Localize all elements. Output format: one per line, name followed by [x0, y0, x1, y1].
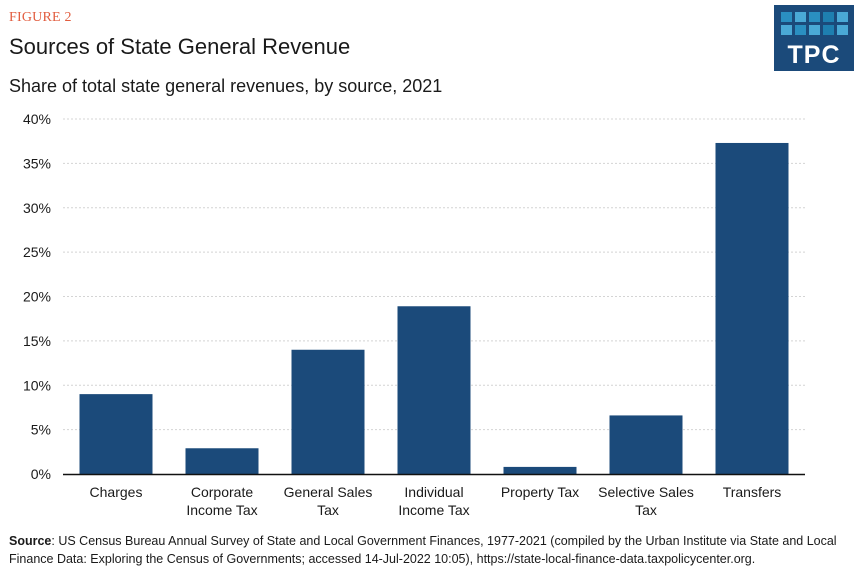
bar-chart: 0% 5% 10% 15% 20% 25% 30% 35% 40% Charges Corpora… [23, 111, 805, 518]
bar [609, 415, 683, 474]
logo-tile [837, 25, 848, 35]
y-tick-label: 30% [23, 200, 51, 216]
x-category-label: Selective Sales Tax [598, 484, 694, 518]
y-tick-label: 0% [31, 466, 51, 482]
tpc-logo: TPC [774, 5, 854, 71]
logo-tile [781, 25, 792, 35]
source-note: Source: US Census Bureau Annual Survey o… [9, 533, 844, 568]
bar [185, 448, 259, 474]
x-category-label: Transfers [723, 484, 782, 500]
bar [503, 466, 577, 474]
x-axis-labels: Charges Corporate Income Tax General Sales T… [90, 484, 782, 518]
bar [79, 394, 153, 474]
source-text: : US Census Bureau Annual Survey of Stat… [9, 534, 837, 566]
figure-label: FIGURE 2 [9, 10, 72, 25]
y-tick-label: 20% [23, 289, 51, 305]
logo-tile [837, 12, 848, 22]
x-category-label: General Sales Tax [284, 484, 373, 518]
source-label: Source [9, 534, 52, 548]
x-category-label: Charges [90, 484, 143, 500]
y-tick-label: 40% [23, 111, 51, 127]
logo-tile [795, 12, 806, 22]
y-tick-label: 5% [31, 422, 51, 438]
logo-text: TPC [787, 41, 841, 69]
logo-tile [823, 12, 834, 22]
logo-tile [809, 25, 820, 35]
bars [79, 142, 789, 474]
logo-tile [823, 25, 834, 35]
y-tick-label: 25% [23, 244, 51, 260]
x-category-label: Individual Income Tax [398, 484, 469, 518]
bar [291, 349, 365, 474]
y-tick-label: 15% [23, 333, 51, 349]
chart-subtitle: Share of total state general revenues, b… [9, 76, 443, 96]
logo-tile [809, 12, 820, 22]
logo-tile [795, 25, 806, 35]
bar [715, 142, 789, 474]
y-tick-label: 35% [23, 155, 51, 171]
bar [397, 306, 471, 474]
logo-tile-grid [781, 12, 848, 35]
chart-title: Sources of State General Revenue [9, 34, 351, 59]
x-category-label: Corporate Income Tax [186, 484, 257, 518]
logo-tile [781, 12, 792, 22]
x-category-label: Property Tax [501, 484, 579, 500]
y-tick-label: 10% [23, 377, 51, 393]
y-axis-ticks: 0% 5% 10% 15% 20% 25% 30% 35% 40% [23, 111, 51, 482]
